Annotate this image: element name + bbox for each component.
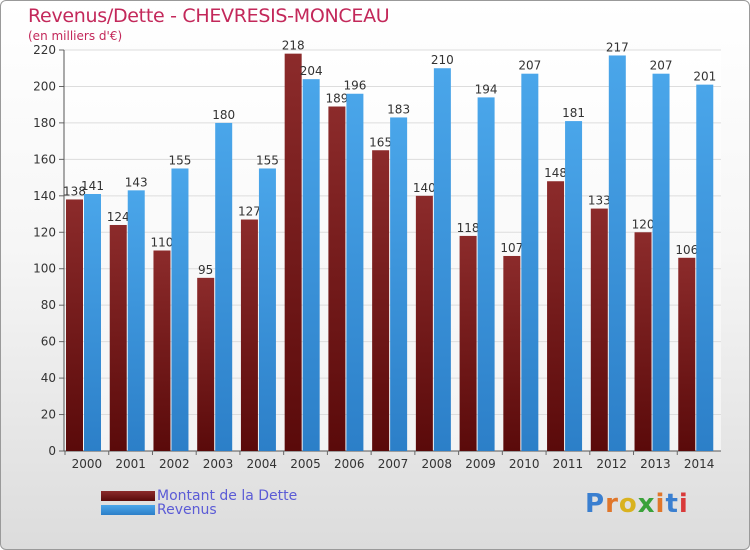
- data-label-debt: 127: [238, 205, 261, 219]
- data-label-debt: 107: [500, 241, 523, 255]
- data-label-debt: 140: [413, 181, 436, 195]
- bar-debt: [634, 232, 652, 451]
- x-tick-label: 2000: [72, 457, 103, 471]
- bar-revenus: [346, 93, 364, 451]
- bar-debt: [240, 219, 258, 451]
- legend-item-debt: Montant de la Dette: [101, 488, 297, 504]
- x-tick-label: 2007: [378, 457, 409, 471]
- bar-debt: [328, 106, 346, 451]
- x-tick-label: 2002: [159, 457, 190, 471]
- bar-revenus: [302, 79, 320, 451]
- y-tick-label: 20: [41, 408, 56, 422]
- bar-revenus: [258, 168, 276, 451]
- legend-label-debt: Montant de la Dette: [157, 488, 298, 504]
- data-label-debt: 106: [675, 243, 698, 257]
- data-label-revenus: 141: [81, 179, 104, 193]
- bar-debt: [372, 150, 390, 451]
- data-label-debt: 133: [588, 194, 611, 208]
- chart-subtitle: (en milliers d'€): [28, 29, 123, 43]
- data-label-debt: 165: [369, 135, 392, 149]
- data-label-debt: 118: [457, 221, 480, 235]
- x-tick-label: 2003: [203, 457, 234, 471]
- legend-swatch-debt: [101, 491, 155, 501]
- y-tick-label: 100: [33, 262, 56, 276]
- data-label-debt: 148: [544, 166, 567, 180]
- y-tick-label: 0: [48, 444, 56, 458]
- data-label-revenus: 180: [212, 108, 235, 122]
- legend-item-revenus: Revenus: [101, 502, 217, 518]
- y-tick-label: 60: [41, 335, 56, 349]
- y-tick-label: 140: [33, 189, 56, 203]
- data-label-revenus: 194: [475, 82, 498, 96]
- x-tick-label: 2001: [115, 457, 146, 471]
- data-label-revenus: 155: [169, 153, 192, 167]
- data-label-revenus: 155: [256, 153, 279, 167]
- bar-debt: [109, 224, 127, 451]
- bar-debt: [197, 277, 215, 451]
- y-tick-label: 160: [33, 152, 56, 166]
- data-label-debt: 120: [632, 217, 655, 231]
- bar-revenus: [565, 121, 583, 451]
- data-label-revenus: 217: [606, 40, 629, 54]
- bar-debt: [459, 235, 477, 451]
- x-tick-label: 2014: [684, 457, 715, 471]
- data-label-revenus: 201: [693, 70, 716, 84]
- data-label-debt: 218: [282, 39, 305, 53]
- bar-revenus: [215, 122, 233, 451]
- x-tick-label: 2011: [553, 457, 584, 471]
- data-label-revenus: 181: [562, 106, 585, 120]
- x-tick-label: 2006: [334, 457, 365, 471]
- y-tick-label: 40: [41, 371, 56, 385]
- bar-revenus: [608, 55, 626, 452]
- bar-debt: [503, 255, 521, 451]
- bar-revenus: [477, 97, 495, 452]
- proxiti-logo: Proxiti: [585, 489, 689, 519]
- data-label-revenus: 207: [650, 59, 673, 73]
- data-label-debt: 95: [198, 263, 213, 277]
- data-label-revenus: 207: [518, 59, 541, 73]
- data-label-revenus: 183: [387, 102, 410, 116]
- bar-revenus: [171, 168, 189, 451]
- legend-swatch-revenus: [101, 505, 155, 515]
- data-label-revenus: 196: [343, 79, 366, 93]
- y-tick-label: 180: [33, 116, 56, 130]
- data-label-debt: 138: [63, 184, 86, 198]
- bar-revenus: [84, 193, 101, 451]
- bar-debt: [153, 250, 171, 451]
- x-tick-label: 2009: [465, 457, 496, 471]
- bar-debt: [415, 195, 433, 451]
- y-tick-label: 220: [33, 43, 56, 57]
- bar-revenus: [390, 117, 408, 451]
- data-label-revenus: 204: [300, 64, 323, 78]
- data-label-debt: 189: [325, 92, 348, 106]
- x-tick-label: 2010: [509, 457, 540, 471]
- x-tick-label: 2005: [290, 457, 321, 471]
- bar-debt: [66, 199, 83, 451]
- bar-debt: [284, 53, 302, 452]
- x-tick-label: 2013: [640, 457, 671, 471]
- x-tick-label: 2004: [247, 457, 278, 471]
- x-tick-label: 2008: [421, 457, 452, 471]
- chart-title: Revenus/Dette - CHEVRESIS-MONCEAU: [28, 5, 390, 27]
- data-label-debt: 124: [107, 210, 130, 224]
- bar-debt: [678, 257, 696, 451]
- bar-debt: [590, 208, 608, 451]
- y-tick-label: 200: [33, 79, 56, 93]
- bar-revenus: [696, 84, 714, 451]
- data-label-revenus: 210: [431, 53, 454, 67]
- bar-revenus: [652, 73, 670, 451]
- data-label-debt: 110: [151, 236, 174, 250]
- bar-debt: [547, 181, 565, 451]
- bar-revenus: [433, 68, 451, 452]
- x-tick-label: 2012: [596, 457, 627, 471]
- bar-revenus: [521, 73, 539, 451]
- bar-revenus: [127, 190, 145, 451]
- legend-label-revenus: Revenus: [157, 502, 217, 518]
- y-tick-label: 120: [33, 225, 56, 239]
- data-label-revenus: 143: [125, 175, 148, 189]
- y-tick-label: 80: [41, 298, 56, 312]
